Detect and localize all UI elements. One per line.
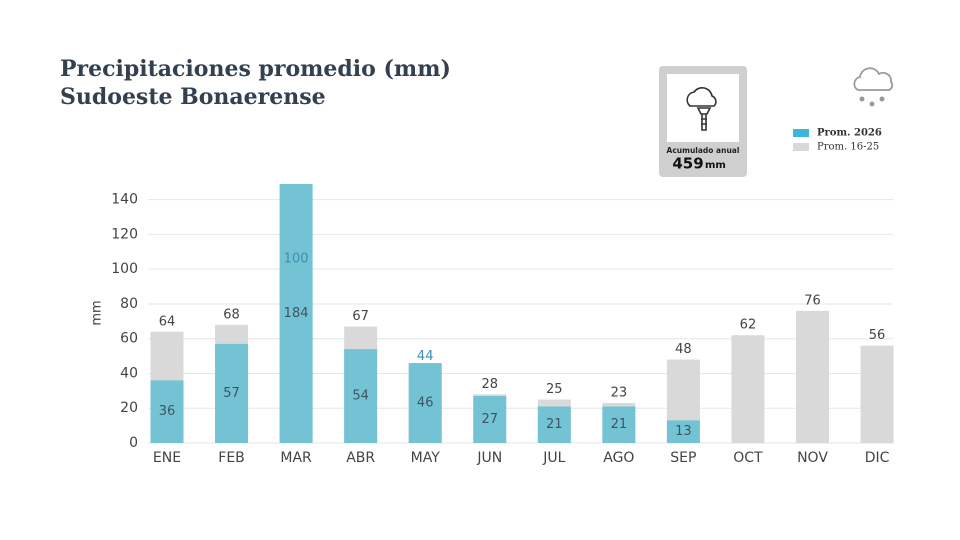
legend-swatch bbox=[793, 143, 809, 151]
plot-area bbox=[150, 184, 894, 443]
data-label: 57 bbox=[223, 386, 240, 401]
data-label: 64 bbox=[159, 314, 176, 329]
data-label: 21 bbox=[611, 417, 628, 432]
bar bbox=[344, 349, 378, 443]
x-tick-label: ENE bbox=[153, 450, 181, 466]
annual-badge: Acumulado anual 459 mm bbox=[659, 66, 747, 177]
y-tick-label: 120 bbox=[111, 226, 138, 242]
x-tick-label: MAY bbox=[411, 450, 441, 466]
rain-drops bbox=[859, 96, 885, 107]
bar bbox=[796, 310, 829, 443]
badge-unit: mm bbox=[705, 160, 726, 171]
data-label: 46 bbox=[417, 396, 434, 411]
data-label: 25 bbox=[546, 382, 563, 397]
y-axis-label: mm bbox=[90, 300, 105, 325]
data-label: 100 bbox=[284, 252, 309, 267]
data-label: 62 bbox=[740, 318, 757, 333]
x-tick-label: DIC bbox=[865, 450, 890, 466]
data-label: 36 bbox=[159, 404, 176, 419]
y-tick-label: 140 bbox=[111, 192, 138, 208]
bar bbox=[150, 380, 184, 443]
bar bbox=[731, 335, 765, 443]
data-label: 13 bbox=[675, 424, 692, 439]
data-label: 56 bbox=[869, 328, 886, 343]
x-tick-label: OCT bbox=[733, 450, 763, 466]
y-tick-label: 60 bbox=[120, 331, 138, 347]
y-tick-label: 80 bbox=[120, 296, 138, 312]
data-label: 21 bbox=[546, 417, 563, 432]
bar bbox=[215, 343, 249, 443]
badge-label: Acumulado anual bbox=[667, 146, 740, 155]
data-label: 54 bbox=[352, 389, 369, 404]
data-label: 48 bbox=[675, 342, 692, 357]
x-tick-label: ABR bbox=[346, 450, 375, 466]
data-label: 28 bbox=[481, 377, 498, 392]
legend-swatch bbox=[793, 129, 809, 137]
y-tick-label: 20 bbox=[120, 400, 138, 416]
x-tick-label: SEP bbox=[670, 450, 696, 466]
x-tick-label: MAR bbox=[280, 450, 312, 466]
data-label: 23 bbox=[611, 386, 628, 401]
data-label: 76 bbox=[804, 293, 821, 308]
y-tick-label: 0 bbox=[129, 435, 138, 451]
data-label: 67 bbox=[352, 309, 369, 324]
bar bbox=[408, 363, 442, 443]
chart-subtitle: Sudoeste Bonaerense bbox=[60, 84, 326, 110]
chart-title: Precipitaciones promedio (mm) bbox=[60, 56, 451, 82]
y-tick-label: 40 bbox=[120, 365, 138, 381]
data-label: 27 bbox=[481, 412, 498, 427]
data-label: 44 bbox=[417, 349, 434, 364]
x-tick-label: FEB bbox=[218, 450, 245, 466]
x-tick-label: JUN bbox=[476, 450, 502, 466]
bar bbox=[602, 406, 636, 443]
legend-label: Prom. 2026 bbox=[817, 128, 882, 139]
bar bbox=[279, 184, 313, 443]
x-tick-label: JUL bbox=[542, 450, 565, 466]
data-label: 68 bbox=[223, 307, 240, 322]
bar bbox=[666, 420, 700, 443]
gauge-icon bbox=[686, 87, 717, 131]
legend-label: Prom. 16-25 bbox=[817, 142, 879, 153]
bar bbox=[537, 406, 571, 443]
bar bbox=[473, 396, 507, 443]
rain-icon bbox=[853, 67, 894, 91]
badge-value: 459 bbox=[672, 155, 703, 173]
data-label: 184 bbox=[284, 306, 309, 321]
y-tick-label: 100 bbox=[111, 261, 138, 277]
x-tick-label: AGO bbox=[603, 450, 634, 466]
bar bbox=[860, 345, 894, 443]
x-tick-label: NOV bbox=[797, 450, 828, 466]
